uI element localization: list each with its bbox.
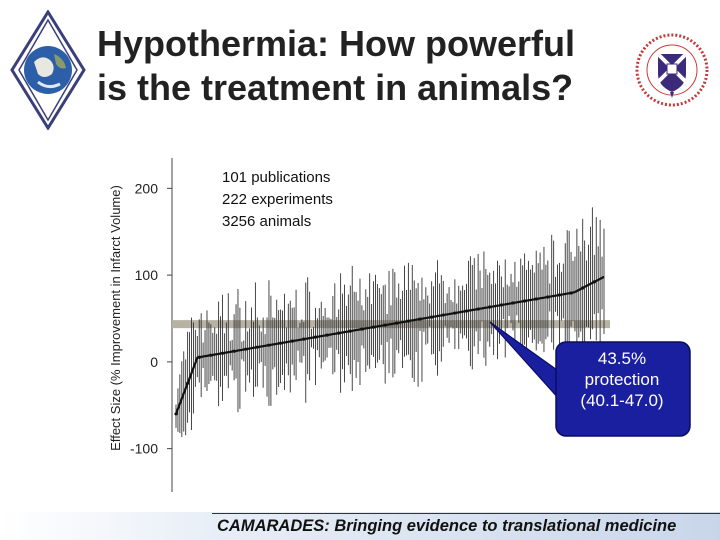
y-tick-label: 0 [150,354,158,370]
chart-annotations: 101 publications 222 experiments 3256 anim… [222,169,333,230]
data-point [522,299,527,303]
footer-text: CAMARADES: Bringing evidence to translat… [217,517,677,535]
callout-label: protection [584,370,660,389]
data-point [313,335,318,339]
data-point [488,305,492,309]
data-point [290,339,294,343]
data-point [383,323,387,327]
effect-size-line [174,275,605,415]
data-point [418,317,422,321]
annotation-line: 3256 animals [222,213,311,230]
data-point [557,293,562,297]
callout-ci: (40.1-47.0) [580,391,664,410]
data-point [174,412,178,416]
data-point [395,321,399,325]
data-point [220,351,225,355]
y-axis-label: Effect Size (% Improvement in Infarct Vo… [108,185,123,451]
data-point [441,313,445,317]
university-crest-logo [635,33,709,107]
data-point [569,291,573,295]
slide-title: Hypothermia: How powerful is the treatme… [97,22,627,110]
data-point [232,349,236,353]
y-tick-label: 200 [135,180,159,196]
data-point [406,319,410,323]
data-point [464,309,469,313]
ranked-effect-line [174,275,605,416]
footer-bar [0,512,720,540]
y-tick-label: 100 [135,267,159,283]
title-line-2: is the treatment in animals? [97,67,574,108]
camarades-logo [10,10,86,130]
data-point [581,286,585,290]
data-point [209,353,213,357]
data-point [453,311,457,315]
data-point [197,355,201,359]
data-point [325,333,329,337]
data-point [546,295,550,299]
data-point [511,301,515,305]
data-point [360,327,364,331]
callout-value: 43.5% [597,349,647,368]
data-point [267,343,271,347]
data-point [337,331,341,335]
pooled-callout [489,321,691,437]
data-point [348,329,352,333]
annotation-line: 101 publications [222,169,330,186]
data-point [186,381,190,385]
data-point [592,280,596,284]
callout-box [555,341,691,437]
footer-divider [212,513,720,514]
data-point [371,325,376,329]
data-point [278,341,283,345]
data-point [476,307,480,311]
data-point [302,337,306,341]
callout-text: 43.5% protection (40.1-47.0) [558,348,686,411]
data-point [255,345,259,349]
data-point [430,315,434,319]
data-point [244,347,248,351]
data-point [534,297,538,301]
annotation-line: 222 experiments [222,191,333,208]
title-line-1: Hypothermia: How powerful [97,23,576,64]
data-point [499,303,503,307]
y-axis: -100 0 100 200 Effect Size (% Improvement in… [108,158,173,492]
y-tick-label: -100 [130,441,158,457]
